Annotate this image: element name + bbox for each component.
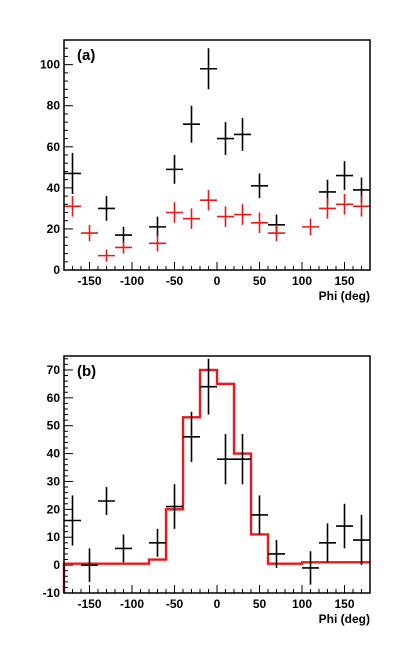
black-data-point xyxy=(200,358,217,415)
x-tick-label: 150 xyxy=(334,597,354,611)
panel-label: (b) xyxy=(77,363,96,380)
x-tick-label: 100 xyxy=(292,274,312,288)
black-data-point xyxy=(149,528,166,557)
black-data-point xyxy=(183,411,200,462)
x-tick-label: -150 xyxy=(77,597,101,611)
black-data-point xyxy=(302,551,319,585)
x-tick-label: 0 xyxy=(214,274,221,288)
y-tick-label: 0 xyxy=(53,263,60,277)
y-tick-label: 30 xyxy=(47,474,61,488)
red-data-point xyxy=(234,204,251,225)
x-tick-label: 100 xyxy=(292,597,312,611)
red-data-point xyxy=(149,235,166,252)
x-tick-label: -100 xyxy=(120,597,144,611)
x-tick-label: 0 xyxy=(214,597,221,611)
black-data-point xyxy=(217,122,234,155)
y-tick-label: 80 xyxy=(47,99,61,113)
y-tick-label: 40 xyxy=(47,447,61,461)
black-data-point xyxy=(336,503,353,549)
black-data-point xyxy=(217,434,234,485)
red-data-point xyxy=(319,198,336,219)
black-data-point xyxy=(98,487,115,515)
y-tick-label: -10 xyxy=(43,586,61,600)
black-data-point xyxy=(81,548,98,582)
black-data-point xyxy=(353,514,370,566)
y-tick-label: 60 xyxy=(47,140,61,154)
y-tick-label: 40 xyxy=(47,181,61,195)
x-axis-label: Phi (deg) xyxy=(319,289,370,303)
y-tick-label: 70 xyxy=(47,363,61,377)
black-data-point xyxy=(234,118,251,151)
y-tick-label: 20 xyxy=(47,502,61,516)
x-tick-label: 50 xyxy=(253,597,267,611)
x-tick-label: -100 xyxy=(120,274,144,288)
red-data-point xyxy=(200,189,217,211)
black-data-point xyxy=(64,152,81,195)
black-data-point xyxy=(183,105,200,143)
black-data-point xyxy=(115,226,132,244)
black-data-point xyxy=(336,161,353,190)
plot-frame xyxy=(63,355,371,594)
black-data-point xyxy=(234,434,251,485)
black-data-point xyxy=(251,173,268,199)
black-data-point xyxy=(251,495,268,535)
x-tick-label: -50 xyxy=(166,274,184,288)
red-data-point xyxy=(64,196,81,217)
x-tick-label: 50 xyxy=(253,274,267,288)
red-data-point xyxy=(166,202,183,223)
red-data-point xyxy=(81,224,98,242)
panel-a: -150 -100 -50 0 50 100 150 0 20 40 60 80 100 (a) Phi (… xyxy=(40,39,371,303)
red-data-point xyxy=(336,194,353,215)
y-tick-label: 60 xyxy=(47,391,61,405)
black-data-point xyxy=(319,523,336,563)
x-tick-label: -50 xyxy=(166,597,184,611)
red-data-point xyxy=(183,208,200,229)
panel-label: (a) xyxy=(77,47,95,64)
black-data-point xyxy=(200,48,217,90)
black-data-point xyxy=(64,495,81,546)
red-data-point xyxy=(115,241,132,254)
red-data-point xyxy=(251,212,268,234)
red-data-point xyxy=(268,224,285,242)
x-tick-label: 150 xyxy=(334,274,354,288)
black-data-point xyxy=(98,196,115,221)
y-tick-label: 0 xyxy=(53,558,60,572)
y-tick-label: 10 xyxy=(47,530,61,544)
red-data-point xyxy=(217,206,234,227)
x-tick-label: -150 xyxy=(77,274,101,288)
red-data-point xyxy=(98,249,115,262)
y-tick-label: 50 xyxy=(47,419,61,433)
red-data-point xyxy=(302,218,319,236)
black-data-point xyxy=(149,216,166,238)
black-data-point xyxy=(268,540,285,568)
red-data-point xyxy=(353,196,370,217)
black-data-point xyxy=(115,534,132,563)
y-tick-label: 20 xyxy=(47,222,61,236)
red-histogram xyxy=(62,368,370,593)
x-axis-label: Phi (deg) xyxy=(319,612,370,626)
y-tick-label: 100 xyxy=(40,58,60,72)
black-data-point xyxy=(166,484,183,529)
black-data-point xyxy=(166,155,183,184)
plot-frame xyxy=(63,39,371,271)
